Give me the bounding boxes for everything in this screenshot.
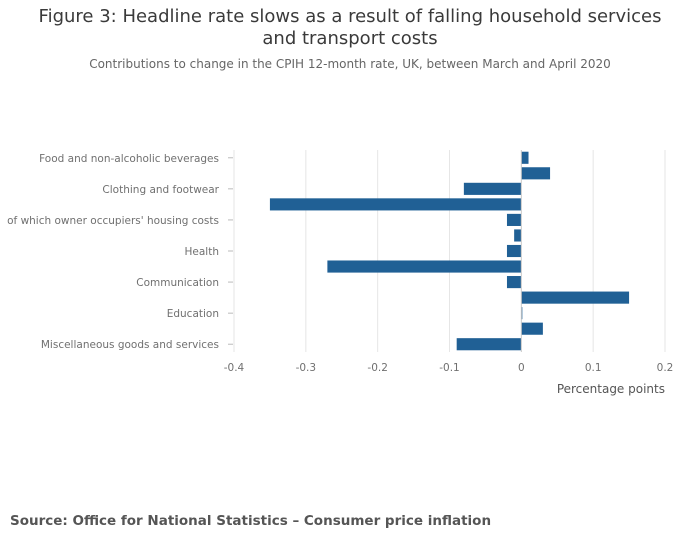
x-tick-label-1: -0.3: [296, 362, 317, 374]
x-axis-title: Percentage points: [557, 382, 665, 396]
y-tick-label-0: Food and non-alcoholic beverages: [39, 153, 219, 165]
y-tick-label-4: Communication: [136, 277, 219, 289]
x-tick-label-5: 0.1: [585, 362, 602, 374]
bar-0: [521, 151, 529, 164]
bar-6: [506, 244, 522, 258]
bar-4: [506, 213, 522, 226]
bar-7: [327, 260, 522, 273]
bar-1: [521, 167, 551, 180]
x-tick-label-6: 0.2: [657, 362, 674, 374]
bar-3: [269, 198, 522, 211]
y-tick-label-3: Health: [185, 246, 219, 258]
bar-8: [506, 276, 522, 289]
chart-subtitle: Contributions to change in the CPIH 12-m…: [89, 57, 611, 71]
x-tick-label-0: -0.4: [224, 362, 245, 374]
y-tick-label-5: Education: [167, 308, 219, 320]
chart-title: Figure 3: Headline rate slows as a resul…: [38, 6, 662, 49]
y-tick-label-6: Miscellaneous goods and services: [41, 339, 219, 351]
source-note: Source: Office for National Statistics –…: [10, 513, 492, 529]
bar-9: [521, 291, 630, 304]
bar-5: [514, 229, 522, 242]
x-tick-label-2: -0.2: [367, 362, 388, 374]
y-tick-label-1: Clothing and footwear: [102, 184, 219, 196]
x-tick-label-4: 0: [518, 362, 525, 374]
bar-11: [521, 322, 543, 335]
x-tick-label-3: -0.1: [439, 362, 460, 374]
bar-2: [463, 182, 522, 195]
bar-12: [456, 338, 522, 351]
y-tick-label-2: of which owner occupiers' housing costs: [7, 215, 219, 227]
bar-chart: -0.4 -0.3 -0.2 -0.1 0 0.1 0.2 Food and non-alco…: [7, 150, 674, 396]
